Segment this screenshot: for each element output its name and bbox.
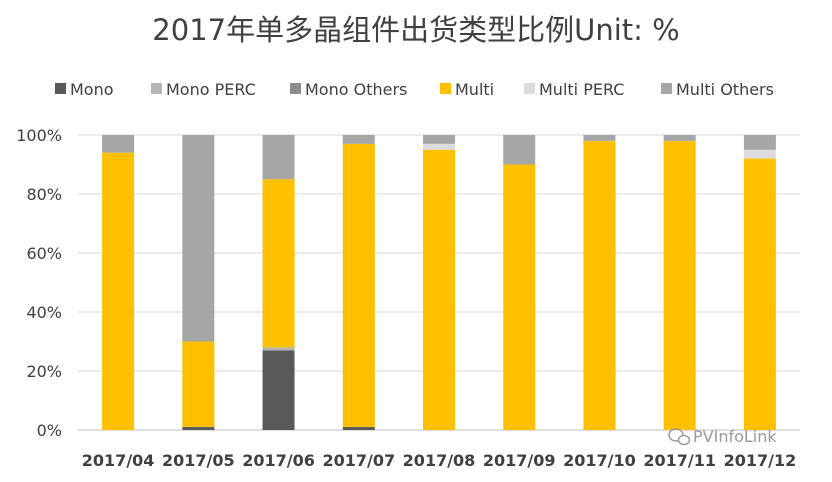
legend-swatch xyxy=(55,83,66,94)
bars xyxy=(102,135,776,430)
bar-segment-multi xyxy=(743,158,776,430)
x-tick-label: 2017/05 xyxy=(162,451,235,470)
x-tick-label: 2017/11 xyxy=(643,451,716,470)
legend-swatch xyxy=(440,83,451,94)
bar-segment-multi-others xyxy=(423,135,455,144)
bar-segment-multi-others xyxy=(503,135,536,165)
bar-segment-multi xyxy=(342,143,375,428)
y-axis-tick-labels: 0% 20% 40% 60% 80% 100% xyxy=(16,126,62,440)
bar-segment-multi xyxy=(583,140,616,430)
x-tick-label: 2017/12 xyxy=(724,451,797,470)
bar-segment-multi-perc xyxy=(423,143,455,150)
legend-item-mono-others: Mono Others xyxy=(290,80,407,99)
bar-segment-multi xyxy=(182,341,215,428)
y-tick-label: 60% xyxy=(26,244,62,263)
legend-label: Mono Others xyxy=(305,80,407,99)
bar-segment-multi xyxy=(102,152,135,430)
bar-segment-multi-others xyxy=(583,135,616,141)
bar-segment-multi xyxy=(262,179,295,348)
bar-segment-multi-others xyxy=(743,135,776,150)
bar-segment-multi-others xyxy=(182,135,215,342)
legend-item-multi-perc: Multi PERC xyxy=(524,80,624,99)
bar-segment-multi xyxy=(503,164,536,430)
bar-segment-mono xyxy=(262,350,295,430)
bar-segment-mono xyxy=(182,427,215,430)
x-tick-label: 2017/09 xyxy=(483,451,556,470)
x-tick-label: 2017/10 xyxy=(563,451,636,470)
legend-item-mono-perc: Mono PERC xyxy=(151,80,256,99)
legend-item-mono: Mono xyxy=(55,80,114,99)
bar-segment-multi-others xyxy=(342,135,375,144)
x-tick-label: 2017/08 xyxy=(403,451,476,470)
x-tick-label: 2017/07 xyxy=(322,451,395,470)
legend-swatch xyxy=(524,83,535,94)
bar-segment-mono xyxy=(342,427,375,430)
legend-label: Mono PERC xyxy=(166,80,256,99)
watermark-text: PVInfoLink xyxy=(693,427,777,446)
legend-label: Multi Others xyxy=(676,80,774,99)
y-tick-label: 40% xyxy=(26,303,62,322)
legend-swatch xyxy=(151,83,162,94)
bar-segment-multi xyxy=(663,140,696,430)
watermark: PVInfoLink xyxy=(668,427,777,446)
x-tick-label: 2017/06 xyxy=(242,451,315,470)
y-tick-label: 100% xyxy=(16,126,62,145)
legend-swatch xyxy=(661,83,672,94)
bar-segment-multi xyxy=(423,149,455,430)
legend-item-multi: Multi xyxy=(440,80,494,99)
bar-segment-multi-others xyxy=(663,135,696,141)
wechat-icon xyxy=(668,428,691,446)
legend-label: Multi xyxy=(455,80,494,99)
legend-label: Mono xyxy=(70,80,114,99)
bar-segment-multi-others xyxy=(262,135,295,180)
bar-segment-multi-perc xyxy=(743,149,776,159)
legend-item-multi-others: Multi Others xyxy=(661,80,774,99)
x-axis-tick-labels: 2017/04 2017/05 2017/06 2017/07 2017/08 2017/… xyxy=(82,451,796,470)
x-tick-label: 2017/04 xyxy=(82,451,155,470)
bar-segment-multi-others xyxy=(102,135,135,153)
y-tick-label: 20% xyxy=(26,362,62,381)
legend-label: Multi PERC xyxy=(539,80,624,99)
legend-swatch xyxy=(290,83,301,94)
y-tick-label: 80% xyxy=(26,185,62,204)
y-tick-label: 0% xyxy=(37,421,62,440)
chart-title: 2017年单多晶组件出货类型比例Unit: % xyxy=(152,13,679,47)
bar-segment-mono-perc xyxy=(262,347,295,351)
legend: Mono Mono PERC Mono Others Multi Multi PERC M… xyxy=(55,80,774,99)
